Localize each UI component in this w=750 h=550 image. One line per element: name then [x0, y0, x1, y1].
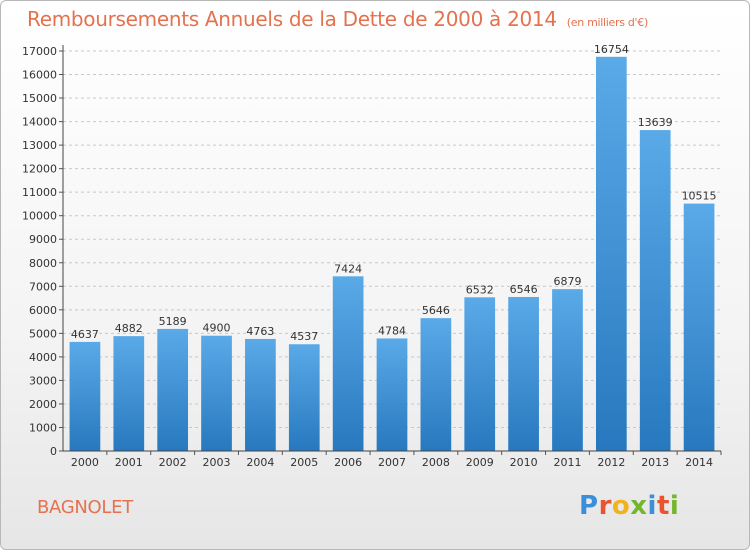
y-tick-label: 12000: [22, 163, 57, 176]
y-tick-label: 8000: [29, 257, 57, 270]
y-tick-label: 15000: [22, 92, 57, 105]
value-label-2001: 4882: [115, 322, 143, 335]
value-label-2002: 5189: [159, 315, 187, 328]
value-label-2007: 4784: [378, 324, 406, 337]
logo-letter: P: [579, 491, 599, 521]
bar-2004: [245, 338, 276, 451]
chart-subtitle: (en milliers d'€): [566, 16, 648, 29]
y-tick-label: 10000: [22, 210, 57, 223]
axes: [62, 45, 721, 452]
y-tick-label: 5000: [29, 327, 57, 340]
bar-2007: [376, 338, 408, 451]
logo-letter: o: [611, 491, 631, 521]
city-name: BAGNOLET: [37, 497, 133, 518]
bar-2003: [201, 335, 232, 451]
x-axis-ticks: 2000 2001 2002 2003 2004 2005 2006 2007 2008 2009…: [71, 451, 722, 469]
bar-2005: [288, 344, 320, 451]
y-tick-label: 0: [50, 445, 57, 458]
y-tick-label: 7000: [29, 280, 57, 293]
x-tick-label-2000: 2000: [71, 456, 99, 469]
bar-2011: [552, 289, 583, 451]
bar-2009: [464, 297, 496, 451]
x-tick-label-2008: 2008: [422, 456, 450, 469]
value-label-2000: 4637: [71, 328, 99, 341]
bar-2010: [508, 296, 539, 451]
value-label-2010: 6546: [510, 283, 538, 296]
x-tick-label-2001: 2001: [115, 456, 143, 469]
chart-title-text: Remboursements Annuels de la Dette de 20…: [27, 7, 557, 31]
x-tick-label-2006: 2006: [334, 456, 362, 469]
bars: 4637 4882 5189 4900 4763 4537 7424 4784 5646 6532…: [69, 43, 717, 452]
y-tick-label: 1000: [29, 421, 57, 434]
value-label-2011: 6879: [553, 275, 581, 288]
proxiti-logo: Proxiti: [579, 491, 679, 521]
y-tick-label: 11000: [22, 186, 57, 199]
bar-2000: [69, 341, 101, 451]
x-tick-label-2003: 2003: [203, 456, 231, 469]
bar-2006: [332, 276, 364, 451]
value-label-2013: 13639: [638, 116, 673, 129]
bar-2002: [157, 328, 189, 451]
bar-2001: [113, 336, 145, 451]
x-tick-label-2004: 2004: [246, 456, 274, 469]
x-tick-label-2007: 2007: [378, 456, 406, 469]
bar-2008: [420, 318, 452, 451]
logo-letter: i: [669, 491, 680, 521]
x-tick-label-2013: 2013: [641, 456, 669, 469]
x-tick-label-2002: 2002: [159, 456, 187, 469]
value-label-2014: 10515: [682, 190, 717, 203]
value-label-2004: 4763: [246, 325, 274, 338]
x-tick-label-2010: 2010: [510, 456, 538, 469]
value-label-2008: 5646: [422, 304, 450, 317]
y-tick-label: 9000: [29, 233, 57, 246]
value-label-2012: 16754: [594, 43, 629, 56]
x-tick-label-2014: 2014: [685, 456, 713, 469]
x-tick-label-2009: 2009: [466, 456, 494, 469]
bar-2014: [683, 203, 715, 451]
y-tick-label: 16000: [22, 69, 57, 82]
y-tick-label: 14000: [22, 116, 57, 129]
x-tick-label-2012: 2012: [597, 456, 625, 469]
value-label-2009: 6532: [466, 283, 494, 296]
y-tick-label: 3000: [29, 374, 57, 387]
value-label-2005: 4537: [290, 330, 318, 343]
y-tick-label: 2000: [29, 398, 57, 411]
y-tick-label: 6000: [29, 304, 57, 317]
bar-2013: [639, 130, 671, 452]
y-tick-label: 17000: [22, 45, 57, 58]
value-label-2003: 4900: [203, 322, 231, 335]
value-label-2006: 7424: [334, 262, 362, 275]
logo-letter: i: [647, 491, 657, 521]
logo-letter: x: [630, 491, 648, 521]
x-tick-label-2005: 2005: [290, 456, 318, 469]
y-tick-label: 4000: [29, 351, 57, 364]
y-tick-label: 13000: [22, 139, 57, 152]
logo-letter: t: [656, 491, 670, 521]
bar-2012: [595, 56, 627, 451]
logo-letter: r: [598, 491, 612, 521]
y-axis-ticks: 0 1000 2000 3000 4000 5000 6000 7000 8000 9000 100…: [22, 45, 63, 458]
x-tick-label-2011: 2011: [553, 456, 581, 469]
chart-title: Remboursements Annuels de la Dette de 20…: [27, 7, 648, 31]
